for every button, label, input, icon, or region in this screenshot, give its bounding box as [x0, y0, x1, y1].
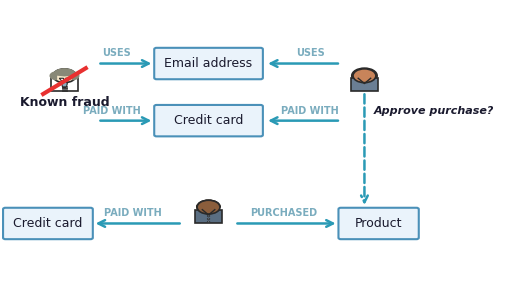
Polygon shape — [64, 78, 69, 84]
Wedge shape — [197, 200, 220, 207]
Ellipse shape — [354, 76, 362, 89]
Circle shape — [353, 69, 376, 83]
Text: Product: Product — [355, 217, 402, 230]
Circle shape — [207, 218, 210, 220]
Wedge shape — [73, 72, 79, 79]
Ellipse shape — [367, 76, 375, 89]
Text: PAID WITH: PAID WITH — [83, 106, 141, 115]
FancyBboxPatch shape — [338, 208, 419, 239]
Polygon shape — [51, 78, 78, 92]
Text: Approve purchase?: Approve purchase? — [374, 106, 494, 116]
Text: Credit card: Credit card — [174, 114, 243, 127]
Wedge shape — [53, 69, 76, 76]
Wedge shape — [197, 205, 208, 210]
Circle shape — [352, 68, 377, 84]
Circle shape — [207, 221, 210, 223]
Polygon shape — [62, 79, 67, 88]
Text: PAID WITH: PAID WITH — [104, 208, 162, 218]
Text: PAID WITH: PAID WITH — [281, 106, 339, 115]
Circle shape — [207, 215, 210, 217]
FancyBboxPatch shape — [3, 208, 93, 239]
Text: USES: USES — [296, 49, 324, 58]
Polygon shape — [59, 78, 64, 84]
Wedge shape — [50, 72, 57, 79]
Text: Credit card: Credit card — [13, 217, 83, 230]
Text: USES: USES — [102, 49, 131, 58]
FancyBboxPatch shape — [195, 210, 222, 223]
Text: Email address: Email address — [165, 57, 252, 70]
Text: Known fraud: Known fraud — [19, 96, 109, 109]
FancyBboxPatch shape — [351, 78, 378, 92]
FancyBboxPatch shape — [154, 105, 263, 136]
Circle shape — [197, 200, 220, 214]
Text: PURCHASED: PURCHASED — [250, 208, 318, 218]
FancyBboxPatch shape — [154, 48, 263, 79]
Circle shape — [53, 69, 76, 83]
